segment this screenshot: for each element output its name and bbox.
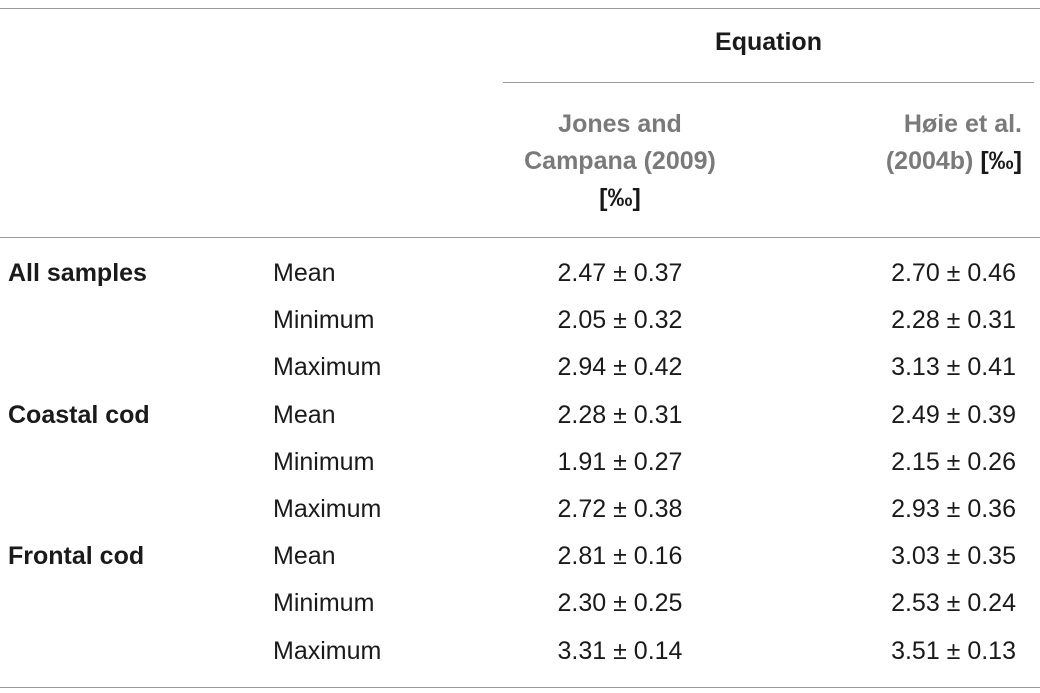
row-stat-label: Minimum [273,306,375,335]
row-group-label: Frontal cod [8,542,145,571]
column-header-hoie: Høie et al. (2004b) [‰] [822,106,1022,180]
cell-hoie: 3.03 ± 0.35 [891,542,1016,571]
cell-hoie: 2.53 ± 0.24 [891,589,1016,618]
row-stat-label: Maximum [273,353,382,382]
column-header-line-with-unit: (2004b) [‰] [822,143,1022,180]
cell-hoie: 2.93 ± 0.36 [891,495,1016,523]
cell-jones-campana: 2.72 ± 0.38 [557,495,683,523]
cell-hoie: 3.13 ± 0.41 [891,353,1016,382]
table-row: Frontal cod Mean 2.81 ± 0.16 3.03 ± 0.35 [0,533,1040,580]
column-header-jones-campana: Jones and Campana (2009) [‰] [480,106,760,217]
row-stat-label: Minimum [273,589,375,618]
cell-hoie: 2.49 ± 0.39 [891,400,1016,429]
column-header-line: Jones and [558,110,682,138]
table-row: Minimum 2.30 ± 0.25 2.53 ± 0.24 [0,580,1040,627]
row-stat-label: Mean [273,542,336,571]
table-row: Minimum 2.05 ± 0.32 2.28 ± 0.31 [0,297,1040,344]
cell-hoie: 2.28 ± 0.31 [891,306,1016,335]
cell-hoie: 2.70 ± 0.46 [891,259,1016,287]
cell-jones-campana: 2.05 ± 0.32 [557,306,683,335]
cell-jones-campana: 2.30 ± 0.25 [557,589,683,618]
row-stat-label: Mean [273,400,336,429]
table-row: Maximum 3.31 ± 0.14 3.51 ± 0.13 [0,628,1040,675]
equation-underline [503,82,1034,83]
column-header-line: Campana (2009) [524,147,716,175]
row-group-label: Coastal cod [8,400,150,429]
row-stat-label: Mean [273,259,336,287]
table-row: Coastal cod Mean 2.28 ± 0.31 2.49 ± 0.39 [0,392,1040,439]
cell-jones-campana: 3.31 ± 0.14 [557,636,683,665]
cell-hoie: 2.15 ± 0.26 [891,447,1016,476]
row-group-label: All samples [8,259,147,287]
table-row: All samples Mean 2.47 ± 0.37 2.70 ± 0.46 [0,250,1040,297]
row-stat-label: Maximum [273,495,382,523]
column-header-line: Høie et al. [903,110,1022,138]
equation-header: Equation [715,28,822,56]
table-row: Maximum 2.72 ± 0.38 2.93 ± 0.36 [0,486,1040,533]
column-header-unit: [‰] [980,147,1022,175]
cell-jones-campana: 2.47 ± 0.37 [557,259,683,287]
cell-hoie: 3.51 ± 0.13 [891,636,1016,665]
table-row: Minimum 1.91 ± 0.27 2.15 ± 0.26 [0,439,1040,486]
row-stat-label: Maximum [273,636,382,665]
column-header-unit: [‰] [599,184,641,212]
cell-jones-campana: 2.94 ± 0.42 [557,353,683,382]
row-stat-label: Minimum [273,447,375,476]
cell-jones-campana: 2.28 ± 0.31 [557,400,683,429]
header-bottom-rule [0,237,1040,238]
table-bottom-rule [0,687,1040,688]
table-top-rule [0,8,1040,9]
table-row: Maximum 2.94 ± 0.42 3.13 ± 0.41 [0,344,1040,391]
cell-jones-campana: 2.81 ± 0.16 [557,542,683,571]
cell-jones-campana: 1.91 ± 0.27 [557,447,683,476]
column-header-line: (2004b) [885,147,974,175]
